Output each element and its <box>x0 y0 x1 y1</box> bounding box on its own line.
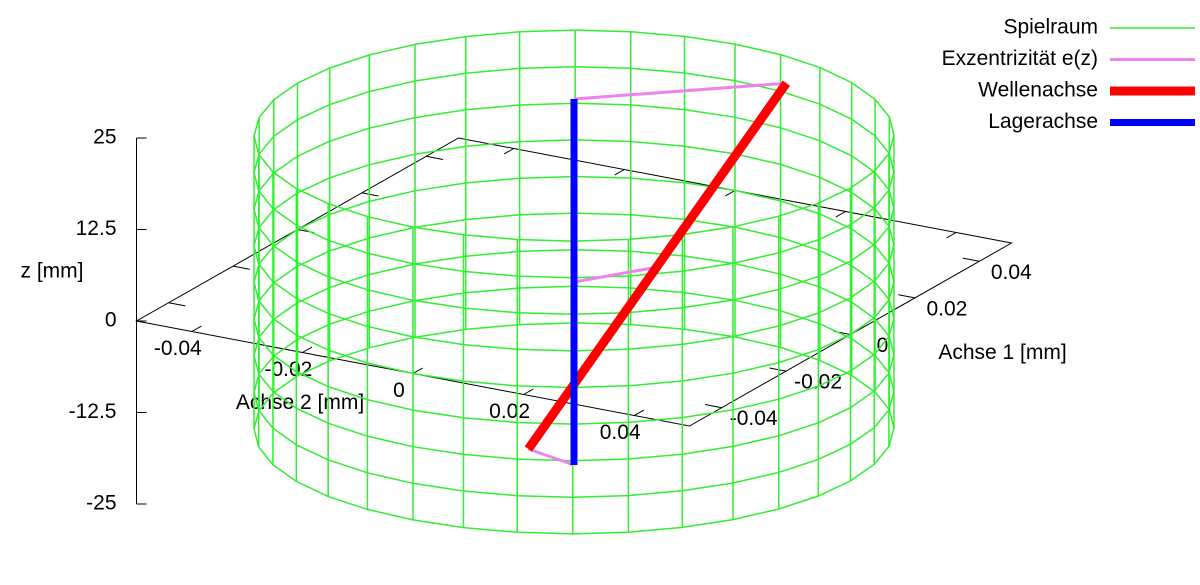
y-tick-mirror <box>725 190 736 197</box>
x-tick-label: -0.04 <box>730 407 778 430</box>
y-tick <box>302 346 313 353</box>
legend-label: Spielraum <box>1003 16 1098 39</box>
y-tick-mirror <box>835 211 846 218</box>
x-tick <box>898 294 915 299</box>
x-tick-label: 0.02 <box>926 297 967 320</box>
y-tick-label: -0.02 <box>264 358 312 381</box>
x-tick-mirror <box>361 192 379 197</box>
y-tick-mirror <box>946 232 957 239</box>
y-tick-label: 0.02 <box>489 400 530 423</box>
x-tick <box>962 257 980 262</box>
y-tick-label: -0.04 <box>154 337 202 360</box>
y-tick <box>633 409 645 416</box>
z-tick-label: 25 <box>93 126 116 149</box>
legend-label: Wellenachse <box>978 79 1098 102</box>
x-tick-mirror <box>233 265 250 270</box>
legend-label: Lagerachse <box>988 110 1098 133</box>
x-tick-label: 0.04 <box>991 261 1032 284</box>
y-tick <box>412 367 423 374</box>
y-tick-mirror <box>614 169 625 176</box>
z-tick-label: -25 <box>86 492 116 515</box>
legend-label: Exzentrizität e(z) <box>942 47 1098 70</box>
y-tick <box>191 325 202 332</box>
x-tick <box>705 404 722 409</box>
y-tick-label: 0.04 <box>600 421 641 444</box>
x-tick-mirror <box>426 155 443 160</box>
y-tick-label: 0 <box>393 379 405 402</box>
y-tick-mirror <box>503 148 515 155</box>
x-axis-label: Achse 1 [mm] <box>938 341 1066 364</box>
series-line <box>527 81 787 467</box>
base-plane <box>135 137 1013 427</box>
z-tick-label: 12.5 <box>76 217 117 240</box>
y-axis-label: Achse 2 [mm] <box>236 391 364 414</box>
x-tick <box>769 367 787 372</box>
z-axis-label: z [mm] <box>21 260 84 283</box>
z-tick-label: -12.5 <box>69 400 117 423</box>
y-tick <box>523 388 534 395</box>
z-tick-label: 0 <box>105 309 117 332</box>
x-tick-mirror <box>168 302 186 307</box>
